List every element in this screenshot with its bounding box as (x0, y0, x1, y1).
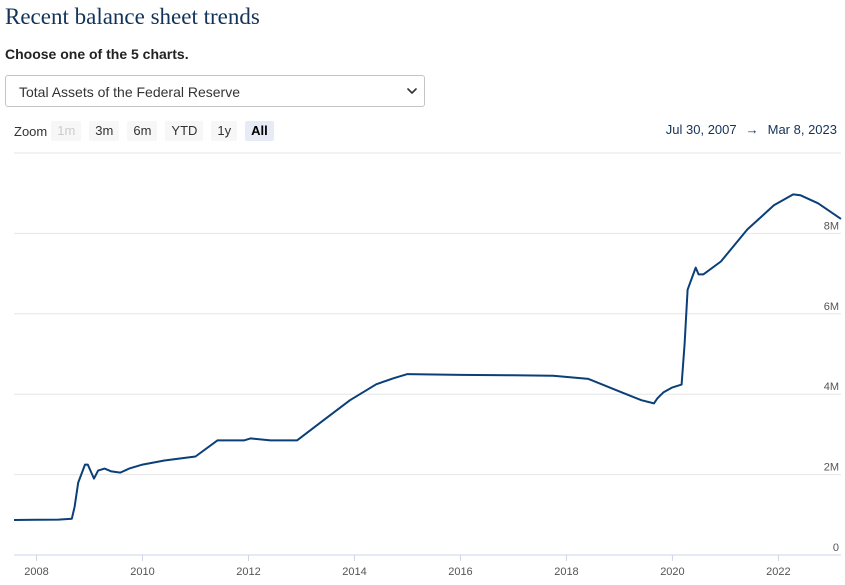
range-to-input[interactable]: Mar 8, 2023 (767, 122, 837, 137)
x-tick-label: 2016 (448, 566, 472, 578)
zoom-1m-button[interactable]: 1m (51, 121, 82, 141)
range-from-input[interactable]: Jul 30, 2007 (665, 122, 737, 137)
chart-select[interactable]: Total Assets of the Federal Reserve (5, 75, 425, 107)
date-range: Jul 30, 2007 → Mar 8, 2023 (666, 122, 837, 137)
x-tick-label: 2022 (766, 566, 790, 578)
x-axis: 2008 2010 2012 2014 2016 2018 2020 2022 (24, 555, 791, 578)
x-tick-label: 2008 (24, 566, 48, 578)
gridlines (14, 152, 841, 556)
x-tick-label: 2018 (554, 566, 578, 578)
zoom-1y-button[interactable]: 1y (211, 121, 238, 141)
chart-chooser-label: Choose one of the 5 charts. (5, 46, 189, 62)
zoom-toolbar: Zoom 1m 3m 6m YTD 1y All (14, 120, 282, 142)
x-tick-label: 2020 (660, 566, 684, 578)
zoom-ytd-button[interactable]: YTD (165, 121, 204, 141)
y-tick-label: 2M (824, 462, 839, 474)
zoom-label: Zoom (14, 123, 48, 139)
x-tick-label: 2014 (342, 566, 366, 578)
series-layer (13, 193, 842, 521)
y-tick-label: 8M (824, 220, 839, 232)
y-axis: 0 2M 4M 6M 8M (824, 220, 839, 554)
zoom-6m-button[interactable]: 6m (127, 121, 158, 141)
x-tick-label: 2012 (236, 566, 260, 578)
zoom-3m-button[interactable]: 3m (89, 121, 120, 141)
y-tick-label: 0 (833, 542, 839, 554)
series-line-0 (13, 193, 842, 521)
arrow-right-icon: → (745, 122, 759, 137)
chevron-down-icon (407, 88, 417, 94)
y-tick-label: 4M (824, 381, 839, 393)
zoom-all-button[interactable]: All (245, 121, 274, 141)
chart-select-value: Total Assets of the Federal Reserve (19, 84, 240, 100)
y-tick-label: 6M (824, 301, 839, 313)
x-tick-label: 2010 (130, 566, 154, 578)
page-title: Recent balance sheet trends (5, 4, 260, 29)
